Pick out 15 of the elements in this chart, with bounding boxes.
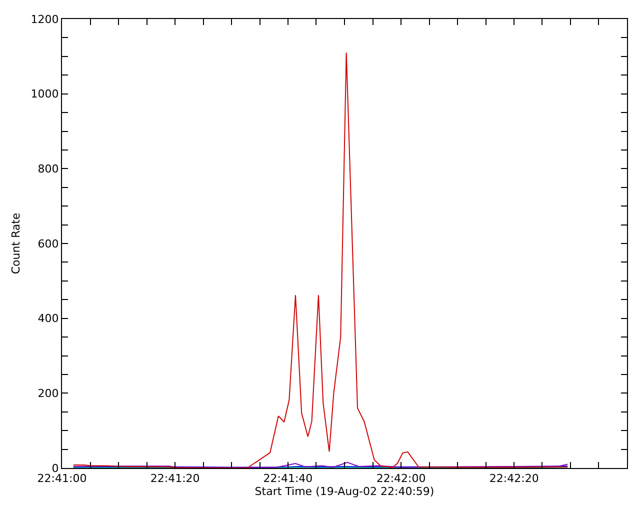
y-axis-title: Count Rate [9,212,22,274]
y-tick-label: 600 [38,237,59,250]
x-tick-label: 22:41:00 [37,472,87,486]
x-tick-label: 22:42:20 [489,472,539,486]
y-tick-label: 200 [38,387,59,400]
x-tick-label: 22:42:00 [376,472,426,486]
line-series [72,52,568,468]
x-tick-label: 22:41:40 [263,472,313,486]
y-tick-label: 400 [38,312,59,326]
y-tick-label: 800 [38,162,59,176]
x-axis-title: Start Time (19-Aug-02 22:40:59) [254,485,434,498]
y-tick-label: 0 [52,462,59,475]
x-tick-label: 22:41:20 [150,472,200,486]
y-tick-label: 1200 [30,12,59,26]
y-tick-label: 1000 [30,88,59,101]
